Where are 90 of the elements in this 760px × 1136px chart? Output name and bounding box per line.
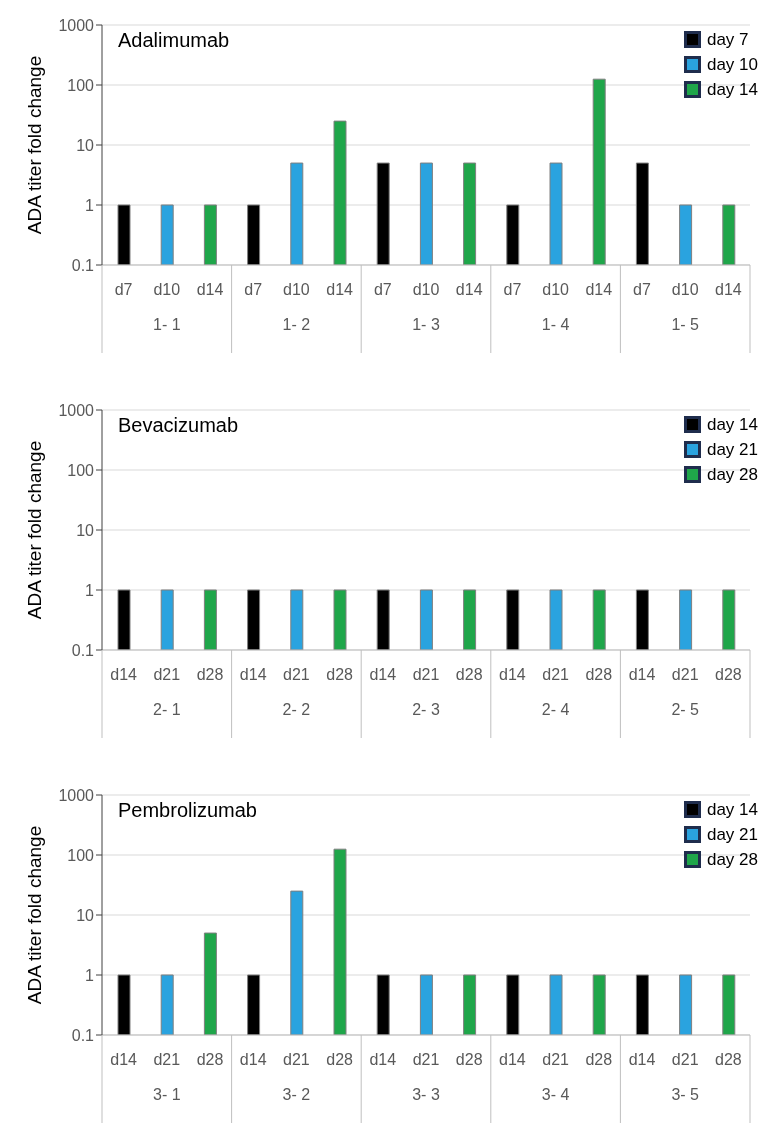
x-tick-label: d28 xyxy=(196,666,224,683)
y-tick-label: 1000 xyxy=(58,401,95,419)
legend-label: day 7 xyxy=(706,29,749,50)
x-tick-label: d7 xyxy=(244,281,263,298)
y-tick-label: 100 xyxy=(67,846,95,864)
x-tick-label: d21 xyxy=(153,1051,181,1068)
x-tick-label: d21 xyxy=(671,1051,699,1068)
x-tick-label: d28 xyxy=(196,1051,224,1068)
x-tick-label: d14 xyxy=(239,666,267,683)
legend-label: day 21 xyxy=(706,439,758,460)
text: 3- 2 xyxy=(282,1086,311,1103)
x-tick-label: d14 xyxy=(628,666,656,683)
y-tick-label: 0.1 xyxy=(71,256,95,274)
y-tick-label: 100 xyxy=(67,76,95,94)
text: 2- 1 xyxy=(153,701,181,718)
y-tick-label: 0.1 xyxy=(71,1026,95,1044)
chart-title: Bevacizumab xyxy=(118,414,239,437)
legend-label: day 14 xyxy=(706,79,758,100)
x-tick-label: d28 xyxy=(455,1051,483,1068)
text: 3- 1 xyxy=(153,1086,181,1103)
text: 1- 3 xyxy=(412,316,440,333)
x-tick-label: d10 xyxy=(153,281,181,298)
y-tick-label: 10 xyxy=(76,136,95,154)
x-tick-label: d14 xyxy=(628,1051,656,1068)
y-axis-title: ADA titer fold change xyxy=(23,440,45,620)
legend-label: day 14 xyxy=(706,799,758,820)
y-tick-label: 0.1 xyxy=(71,641,95,659)
x-tick-label: d7 xyxy=(114,281,133,298)
text: 2- 4 xyxy=(541,701,570,718)
y-tick-label: 1 xyxy=(85,581,95,599)
x-tick-label: d28 xyxy=(715,666,742,683)
x-tick-label: d21 xyxy=(542,666,570,683)
x-tick-label: d7 xyxy=(503,281,522,298)
text: 2- 5 xyxy=(671,701,700,718)
x-tick-label: d10 xyxy=(671,281,699,298)
legend-label: day 21 xyxy=(706,824,758,845)
legend-label: day 28 xyxy=(706,849,758,870)
x-tick-label: d21 xyxy=(412,1051,440,1068)
legend-label: day 10 xyxy=(706,54,758,75)
x-tick-label: d28 xyxy=(455,666,483,683)
x-tick-label: d28 xyxy=(326,666,354,683)
text: 2- 3 xyxy=(412,701,440,718)
x-tick-label: d21 xyxy=(412,666,440,683)
x-tick-label: d21 xyxy=(671,666,699,683)
x-tick-label: d14 xyxy=(110,1051,138,1068)
x-tick-label: d28 xyxy=(585,1051,613,1068)
text: 1- 4 xyxy=(541,316,570,333)
legend-label: day 28 xyxy=(706,464,758,485)
text: 3- 3 xyxy=(412,1086,440,1103)
y-axis-title: ADA titer fold change xyxy=(23,55,45,235)
x-tick-label: d14 xyxy=(239,1051,267,1068)
legend-label: day 14 xyxy=(706,414,758,435)
y-tick-label: 10 xyxy=(76,906,95,924)
x-tick-label: d10 xyxy=(283,281,310,298)
x-tick-label: d28 xyxy=(326,1051,354,1068)
x-tick-label: d14 xyxy=(326,281,354,298)
x-tick-label: d28 xyxy=(585,666,613,683)
y-tick-label: 1 xyxy=(85,196,95,214)
x-tick-label: d28 xyxy=(715,1051,742,1068)
y-tick-label: 1000 xyxy=(58,16,95,34)
x-tick-label: d10 xyxy=(412,281,440,298)
x-tick-label: d21 xyxy=(542,1051,570,1068)
x-tick-label: d14 xyxy=(196,281,224,298)
y-tick-label: 1 xyxy=(85,966,95,984)
chart-title: Adalimumab xyxy=(118,29,230,52)
x-tick-label: d14 xyxy=(715,281,742,298)
y-tick-label: 10 xyxy=(76,521,95,539)
y-axis-title: ADA titer fold change xyxy=(23,825,45,1005)
x-tick-label: d21 xyxy=(283,1051,310,1068)
x-tick-label: d14 xyxy=(455,281,483,298)
text: 2- 2 xyxy=(282,701,311,718)
chart-title: Pembrolizumab xyxy=(118,799,257,822)
y-tick-label: 1000 xyxy=(58,786,95,804)
x-tick-label: d14 xyxy=(369,1051,397,1068)
text: 3- 4 xyxy=(541,1086,570,1103)
x-tick-label: d14 xyxy=(499,1051,526,1068)
x-tick-label: d14 xyxy=(585,281,613,298)
x-tick-label: d14 xyxy=(499,666,526,683)
text: 1- 5 xyxy=(671,316,700,333)
x-tick-label: d21 xyxy=(153,666,181,683)
text: 3- 5 xyxy=(671,1086,700,1103)
text: 1- 1 xyxy=(153,316,181,333)
x-tick-label: d7 xyxy=(633,281,651,298)
x-tick-label: d14 xyxy=(110,666,138,683)
x-tick-label: d21 xyxy=(283,666,310,683)
x-tick-label: d14 xyxy=(369,666,397,683)
x-tick-label: d7 xyxy=(373,281,392,298)
y-tick-label: 100 xyxy=(67,461,95,479)
text: 1- 2 xyxy=(282,316,311,333)
x-tick-label: d10 xyxy=(542,281,570,298)
